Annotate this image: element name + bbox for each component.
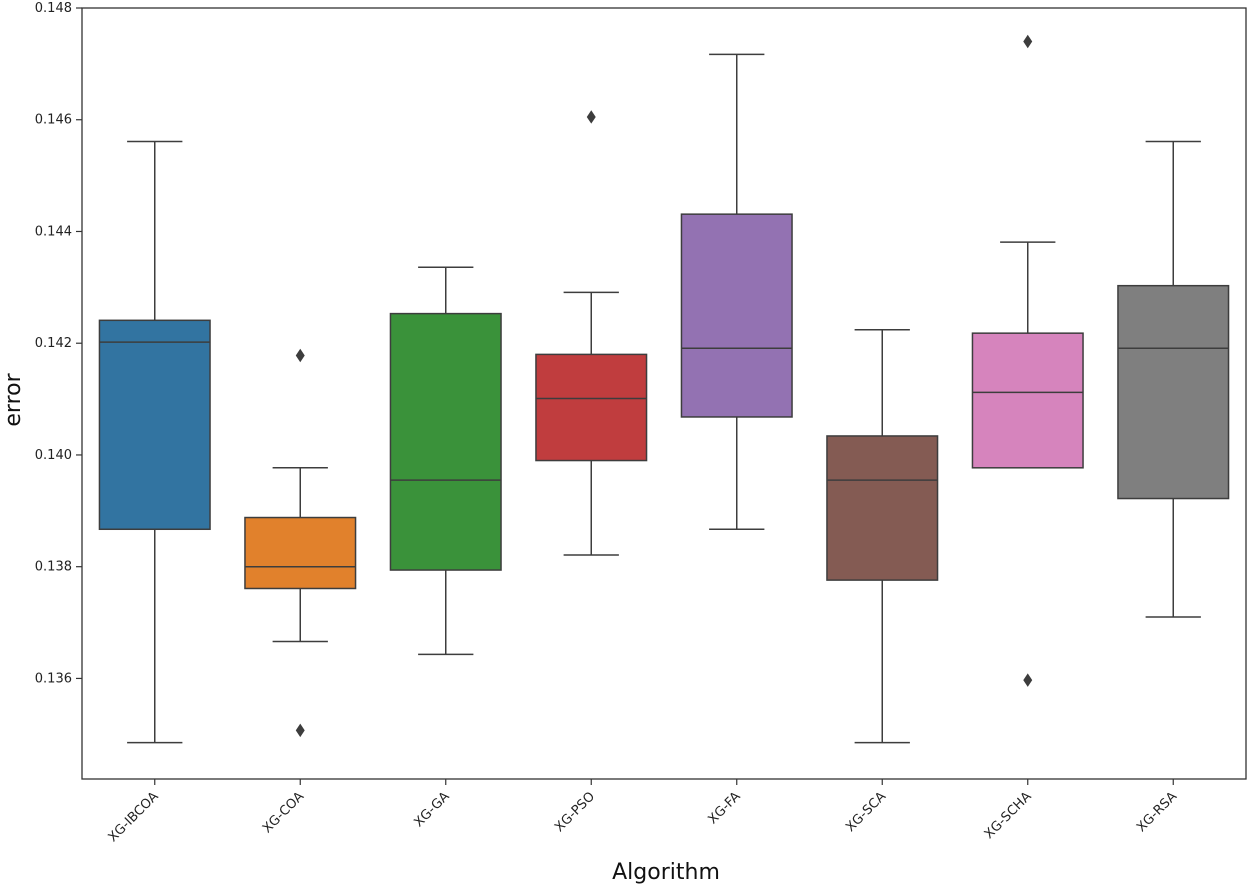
box-group	[971, 34, 1084, 687]
y-tick-label: 0.146	[35, 113, 72, 128]
y-axis: 0.136 0.138 0.140 0.142 0.144 0.146 0.148	[35, 1, 82, 686]
box-group	[826, 329, 939, 744]
box-group	[680, 53, 793, 531]
x-tick-label: XG-SCHA	[982, 789, 1035, 842]
box-body	[244, 516, 357, 590]
outlier-point	[295, 723, 305, 738]
boxes-layer	[98, 34, 1230, 744]
x-tick-label: XG-GA	[411, 789, 452, 830]
y-tick-label: 0.140	[35, 448, 72, 463]
x-tick-label: XG-IBCOA	[106, 789, 162, 845]
x-axis: XG-IBCOA XG-COA XG-GA XG-PSO XG-FA XG-SCA XG-S…	[106, 779, 1180, 845]
outlier-point	[586, 110, 596, 124]
box-body	[535, 353, 648, 462]
box-body	[98, 319, 211, 531]
box-body	[971, 332, 1084, 469]
x-tick-label: XG-PSO	[552, 789, 598, 835]
y-tick-label: 0.148	[35, 1, 72, 16]
x-tick-label: XG-FA	[705, 789, 743, 827]
y-tick-label: 0.142	[35, 336, 72, 351]
outlier-point	[1023, 673, 1033, 687]
box-group	[389, 266, 502, 656]
plot-area-frame	[81, 7, 1247, 780]
x-axis-label: Algorithm	[612, 860, 720, 885]
outlier-point	[1023, 34, 1033, 49]
box-group	[98, 140, 211, 744]
outlier-point	[295, 348, 305, 363]
box-body	[680, 213, 793, 418]
box-body	[826, 435, 939, 581]
box-body	[389, 312, 502, 571]
y-axis-label: error	[1, 372, 26, 426]
box-group	[1117, 140, 1230, 618]
x-tick-label: XG-SCA	[843, 789, 889, 835]
y-tick-label: 0.136	[35, 671, 72, 686]
box-group	[535, 110, 648, 556]
x-tick-label: XG-COA	[260, 789, 307, 836]
y-tick-label: 0.138	[35, 560, 72, 575]
box-body	[1117, 284, 1230, 500]
box-group	[244, 348, 357, 738]
x-tick-label: XG-RSA	[1134, 789, 1180, 835]
y-tick-label: 0.144	[35, 224, 72, 239]
